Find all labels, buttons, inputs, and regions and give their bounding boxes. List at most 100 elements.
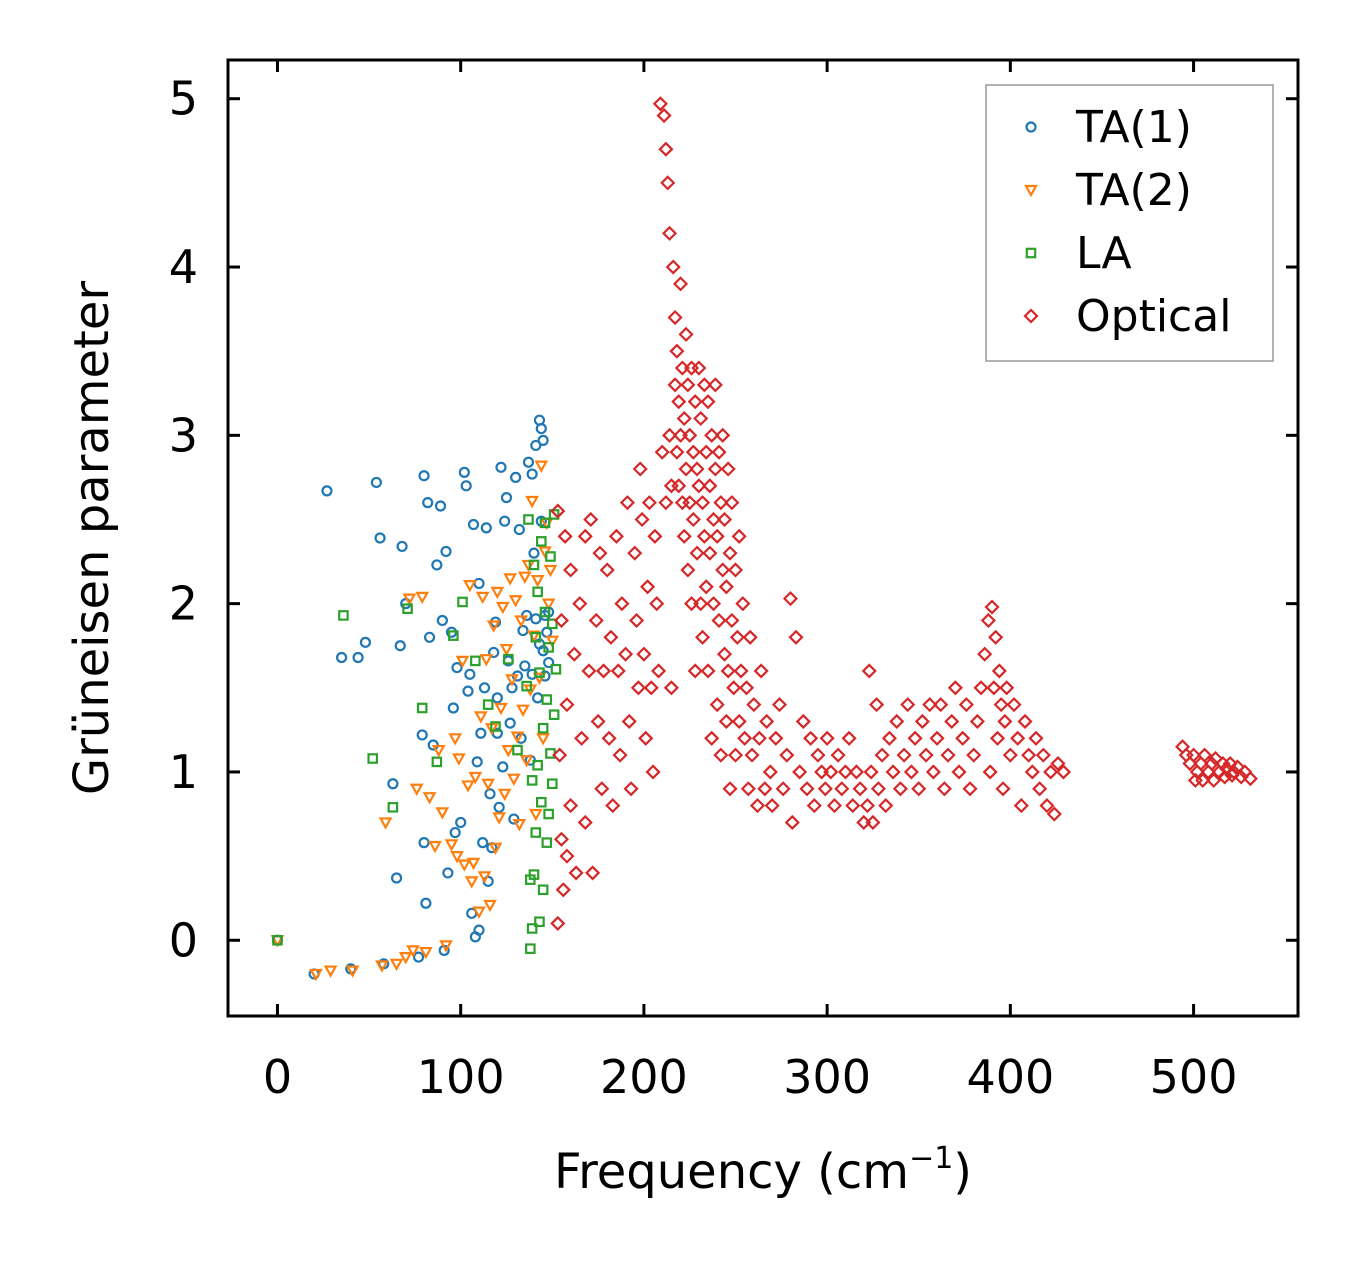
- point-optical: [658, 495, 674, 511]
- point-optical: [764, 798, 780, 814]
- point-optical: [638, 730, 654, 746]
- series-la: [272, 509, 562, 954]
- point-optical: [1217, 769, 1233, 785]
- point-optical: [601, 730, 617, 746]
- series-optical: [550, 96, 1258, 931]
- point-ta-1: [488, 646, 500, 659]
- point-ta-1: [530, 613, 542, 625]
- point-ta-1: [396, 540, 408, 553]
- point-optical: [782, 591, 799, 607]
- point-ta-1: [493, 801, 505, 813]
- legend-label-optical: Optical: [1076, 291, 1231, 342]
- x-axis-label: Frequency (cm−1): [554, 1141, 972, 1200]
- point-optical: [694, 629, 711, 645]
- point-ta-1: [500, 492, 513, 504]
- point-optical: [563, 562, 579, 578]
- point-optical: [1207, 750, 1224, 767]
- point-ta-1: [535, 422, 547, 435]
- point-optical: [969, 713, 985, 730]
- point-optical: [636, 646, 652, 662]
- point-ta-1: [522, 456, 535, 468]
- point-ta-1: [504, 717, 516, 729]
- point-ta-2: [508, 595, 523, 608]
- point-ta-1: [475, 727, 487, 739]
- point-optical: [696, 528, 712, 544]
- point-optical: [727, 747, 744, 763]
- point-ta-1: [455, 816, 467, 829]
- point-optical: [691, 478, 707, 494]
- point-la: [338, 610, 349, 621]
- point-optical: [740, 781, 756, 797]
- point-optical: [590, 713, 606, 730]
- point-optical: [713, 495, 729, 511]
- point-optical: [696, 377, 712, 393]
- point-ta-1: [447, 702, 459, 714]
- point-optical: [874, 747, 890, 763]
- point-optical: [709, 528, 725, 544]
- point-la: [539, 606, 551, 618]
- point-ta-1: [519, 660, 531, 672]
- point-ta-1: [412, 951, 425, 963]
- point-optical: [914, 713, 930, 730]
- point-ta-2: [479, 654, 494, 667]
- point-ta-2: [545, 635, 560, 648]
- point-ta-2: [497, 788, 512, 802]
- point-la: [482, 699, 494, 710]
- point-optical: [557, 528, 573, 544]
- point-optical: [973, 680, 989, 696]
- point-optical: [572, 596, 588, 612]
- point-optical: [1032, 781, 1048, 797]
- point-optical: [757, 781, 773, 797]
- point-la: [503, 653, 514, 665]
- point-optical: [830, 747, 846, 763]
- point-optical: [929, 730, 945, 746]
- point-ta-2: [402, 593, 417, 606]
- point-ta-2: [534, 460, 549, 473]
- point-optical: [711, 444, 727, 460]
- point-la: [541, 837, 553, 848]
- point-ta-1: [451, 661, 463, 674]
- point-optical: [583, 511, 599, 528]
- point-la: [530, 632, 542, 643]
- point-la: [537, 722, 549, 734]
- point-optical: [680, 562, 696, 578]
- point-ta-1: [467, 518, 480, 531]
- point-la: [387, 801, 399, 813]
- point-optical: [610, 663, 626, 679]
- point-la: [537, 884, 549, 896]
- point-optical: [918, 747, 934, 763]
- point-optical: [861, 663, 877, 679]
- point-ta-2: [525, 495, 540, 509]
- legend-label-ta-1: TA(1): [1075, 102, 1192, 153]
- point-optical: [1046, 806, 1062, 822]
- point-ta-1: [436, 614, 448, 627]
- y-tick-label: 2: [169, 577, 198, 631]
- point-optical: [599, 562, 615, 578]
- point-optical: [608, 528, 624, 544]
- point-optical: [737, 730, 753, 746]
- point-optical: [865, 814, 881, 830]
- point-optical: [933, 697, 949, 713]
- point-optical: [993, 697, 1009, 713]
- point-ta-2: [389, 958, 404, 972]
- point-optical: [647, 528, 663, 544]
- point-ta-2: [409, 783, 424, 797]
- point-ta-1: [526, 468, 538, 480]
- point-optical: [612, 747, 628, 763]
- point-optical: [1195, 772, 1211, 788]
- point-optical: [676, 410, 692, 427]
- point-ta-1: [387, 778, 399, 790]
- axis-ticks: 0 100 200 300 400 500 0 1 2 3 4 5: [169, 60, 1298, 1104]
- point-optical: [738, 680, 755, 696]
- point-optical: [603, 629, 619, 645]
- point-optical: [552, 747, 568, 763]
- y-tick-label: 3: [169, 408, 198, 462]
- point-optical: [848, 764, 864, 780]
- point-optical: [803, 730, 819, 746]
- point-optical: [792, 764, 808, 780]
- point-ta-1: [462, 685, 474, 697]
- point-optical: [632, 461, 648, 477]
- point-optical: [667, 309, 683, 326]
- point-ta-2: [464, 876, 479, 889]
- point-optical: [817, 781, 833, 797]
